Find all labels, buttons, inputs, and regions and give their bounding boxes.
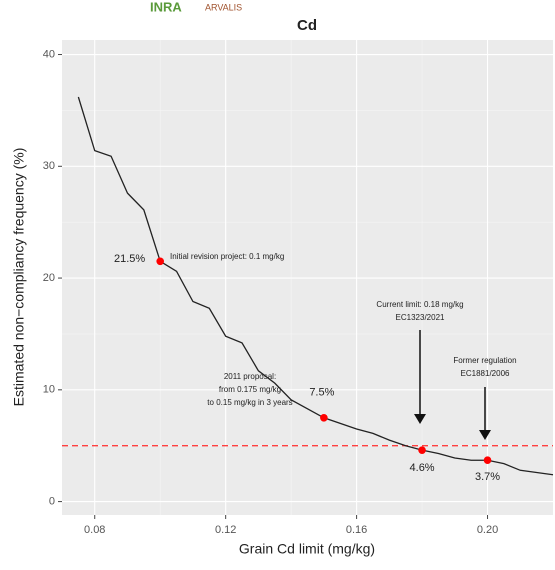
y-tick-label: 30 [43,160,55,172]
chart-title: Cd [297,17,317,34]
marker [418,446,426,454]
data-label: 4.6% [410,462,435,474]
annotation: Current limit: 0.18 mg/kg [376,300,463,309]
annotation: to 0.15 mg/kg in 3 years [207,398,292,407]
x-tick-label: 0.16 [346,524,367,536]
annotation: EC1323/2021 [396,313,445,322]
y-tick-label: 0 [49,495,55,507]
panel [62,40,553,515]
marker [156,257,164,266]
y-axis-title: Estimated non−compliancy frequency (%) [11,148,27,407]
data-label: 7.5% [309,387,334,399]
data-label: 3.7% [475,471,500,483]
annotation: Initial revision project: 0.1 mg/kg [170,252,284,261]
data-label: 21.5% [114,253,145,265]
marker [483,456,492,465]
x-tick-label: 0.12 [215,524,236,536]
annotation: EC1881/2006 [461,369,510,378]
logo: ARVALIS [205,2,242,12]
x-axis-title: Grain Cd limit (mg/kg) [239,541,375,557]
arrow-head [479,430,491,440]
x-tick-label: 0.08 [84,524,105,536]
annotation: 2011 proposal: [224,372,276,381]
marker [320,413,328,422]
y-tick-label: 40 [43,48,55,60]
y-tick-label: 20 [43,272,55,284]
x-tick-label: 0.20 [477,524,498,536]
annotation: from 0.175 mg/kg [219,385,281,394]
y-tick-label: 10 [43,384,55,396]
line [77,96,554,476]
arrow-head [414,414,426,424]
annotation: Former regulation [453,356,516,365]
logo: INRA [150,0,182,14]
